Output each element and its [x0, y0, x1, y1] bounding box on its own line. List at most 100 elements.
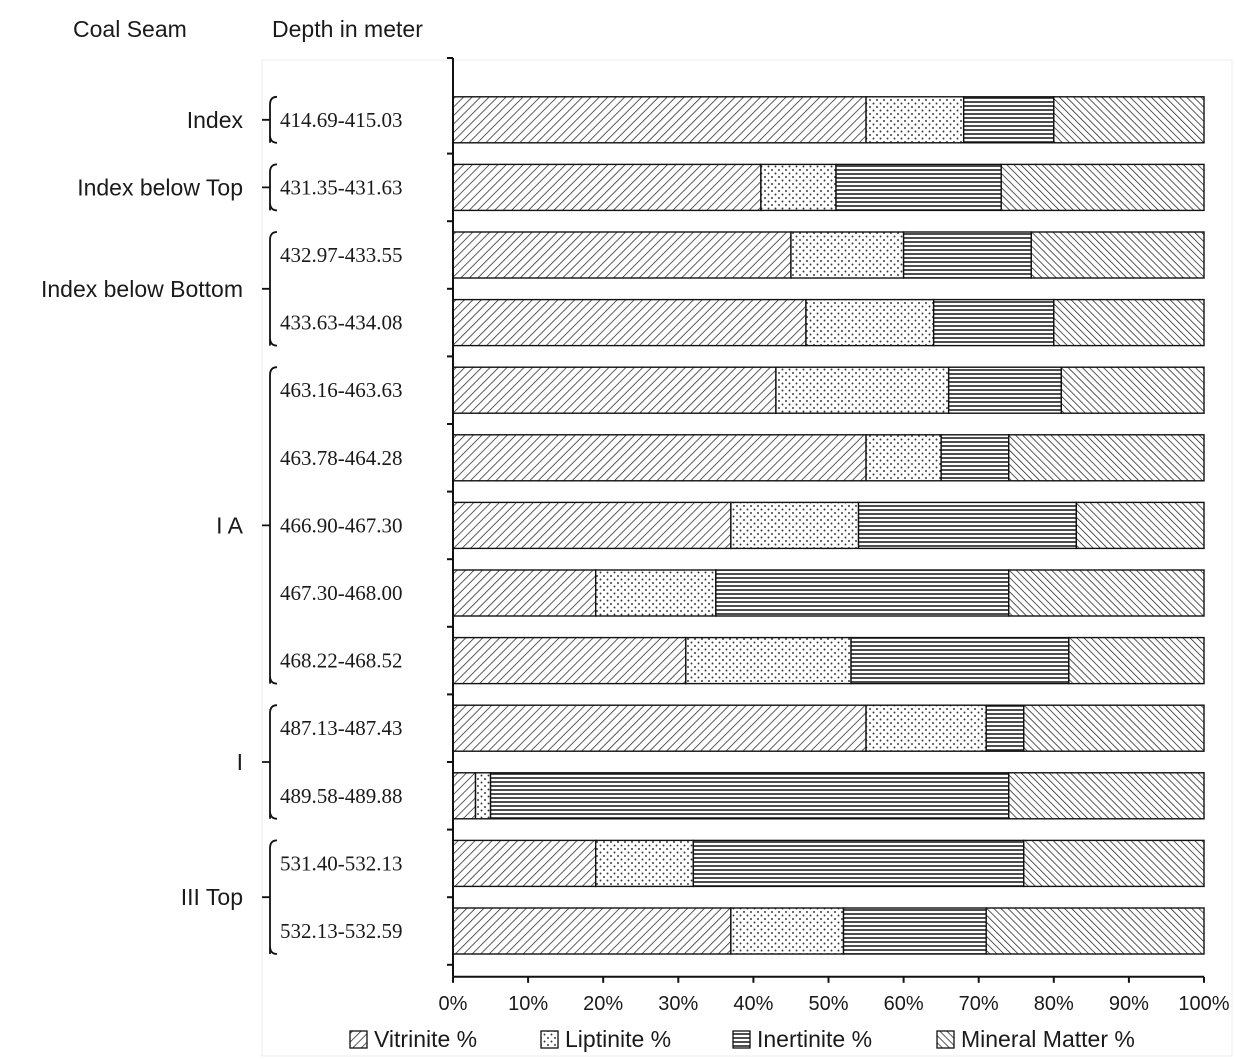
- bar-segment-3-row-7: [857, 501, 1078, 550]
- depth-label: 466.90-467.30: [280, 513, 403, 537]
- depth-label: 467.30-468.00: [280, 581, 403, 605]
- bar-segment-2-row-13: [730, 907, 845, 955]
- bar-segment-2-row-8: [594, 569, 717, 617]
- bar-segment-3-row-4: [932, 298, 1055, 347]
- axes-layer: 0% 10% 20% 30% 40% 50% 60% 70% 80% 90% 100%: [439, 57, 1230, 1015]
- bar-segment-4-row-1: [1053, 96, 1205, 144]
- depth-label: 432.97-433.55: [280, 243, 403, 267]
- legend-label: Liptinite %: [565, 1026, 671, 1052]
- bar-segment-2-row-11: [474, 772, 492, 820]
- x-tick-label: 30%: [658, 993, 698, 1015]
- bar-segment-3-row-3: [902, 231, 1032, 279]
- bar-segment-2-row-12: [594, 839, 695, 888]
- bar-segment-1-row-7: [452, 501, 732, 550]
- depth-label: 463.16-463.63: [280, 378, 403, 402]
- legend: Vitrinite % Liptinite % Inertinite % Minera…: [349, 1026, 1135, 1052]
- bar-segment-3-row-6: [940, 434, 1010, 482]
- legend-label: Vitrinite %: [374, 1026, 477, 1052]
- x-tick-label: 50%: [808, 993, 848, 1015]
- bar-segment-3-row-13: [842, 907, 987, 955]
- seam-bracket: [262, 163, 278, 212]
- bar-segment-1-row-6: [452, 434, 867, 482]
- bar-segment-3-row-12: [692, 839, 1025, 888]
- bar-segment-4-row-13: [985, 907, 1205, 955]
- seam-label: Index: [187, 107, 244, 133]
- bar-segment-4-row-5: [1060, 366, 1205, 414]
- bar-segment-3-row-1: [962, 96, 1055, 144]
- seam-label: I A: [216, 512, 244, 538]
- bar-segment-2-row-6: [865, 434, 942, 482]
- bar-segment-4-row-9: [1068, 636, 1205, 685]
- bar-segment-3-row-2: [835, 163, 1002, 212]
- seam-bracket: [262, 95, 278, 144]
- bar-segment-4-row-8: [1008, 569, 1205, 617]
- bar-segment-1-row-10: [452, 704, 867, 752]
- seam-bracket: [262, 366, 278, 685]
- seam-label: Index below Bottom: [41, 276, 243, 302]
- bar-segment-4-row-3: [1030, 231, 1205, 279]
- bar-segment-2-row-4: [805, 298, 935, 347]
- coal-seam-header: Coal Seam: [73, 16, 187, 42]
- legend-label: Mineral Matter %: [961, 1026, 1135, 1052]
- bar-segment-4-row-6: [1008, 434, 1205, 482]
- plot-area-frame: [261, 59, 1233, 1057]
- seam-bracket: [262, 704, 278, 820]
- depth-label: 532.13-532.59: [280, 919, 403, 943]
- bar-segment-3-row-8: [715, 569, 1010, 617]
- x-tick-label: 70%: [959, 993, 999, 1015]
- legend-label: Inertinite %: [757, 1026, 872, 1052]
- bar-segment-1-row-1: [452, 96, 867, 144]
- bar-segment-2-row-9: [685, 636, 852, 685]
- bar-segment-2-row-5: [775, 366, 950, 414]
- depth-label: 468.22-468.52: [280, 649, 403, 673]
- seam-labels: Index Index below Top Index below Bottom I …: [41, 95, 278, 955]
- bar-segment-4-row-4: [1053, 298, 1205, 347]
- seam-label: III Top: [181, 884, 243, 910]
- seam-bracket: [262, 231, 278, 347]
- bar-segment-1-row-3: [452, 231, 792, 279]
- depth-label: 487.13-487.43: [280, 716, 403, 740]
- depth-label: 414.69-415.03: [280, 108, 403, 132]
- bar-segment-2-row-10: [865, 704, 987, 752]
- bar-segment-1-row-12: [452, 839, 597, 888]
- bar-segment-2-row-1: [865, 96, 965, 144]
- seam-label: I: [237, 749, 243, 775]
- category-labels: 414.69-415.03 431.35-431.63 432.97-433.55 4…: [280, 108, 403, 943]
- bar-segment-1-row-11: [452, 772, 477, 820]
- depth-header: Depth in meter: [272, 16, 423, 42]
- bar-segment-1-row-8: [452, 569, 597, 617]
- x-tick-label: 60%: [884, 993, 924, 1015]
- seam-bracket: [262, 839, 278, 955]
- depth-label: 531.40-532.13: [280, 851, 403, 875]
- bar-segment-4-row-10: [1023, 704, 1205, 752]
- bar-segment-4-row-12: [1023, 839, 1205, 888]
- legend-swatch: [936, 1030, 955, 1049]
- bar-segment-3-row-5: [947, 366, 1063, 414]
- bar-segment-4-row-11: [1008, 772, 1205, 820]
- depth-label: 463.78-464.28: [280, 446, 403, 470]
- depth-label: 433.63-434.08: [280, 311, 403, 335]
- bar-segment-3-row-11: [489, 772, 1010, 820]
- bars-layer: [452, 96, 1205, 955]
- x-tick-label: 80%: [1034, 993, 1074, 1015]
- x-tick-label: 40%: [733, 993, 773, 1015]
- bar-segment-2-row-2: [760, 163, 837, 212]
- depth-label: 431.35-431.63: [280, 175, 403, 199]
- bar-segment-4-row-7: [1075, 501, 1205, 550]
- x-tick-label: 90%: [1109, 993, 1149, 1015]
- bar-segment-1-row-5: [452, 366, 777, 414]
- bar-segment-4-row-2: [1000, 163, 1205, 212]
- seam-label: Index below Top: [77, 174, 243, 200]
- bar-segment-1-row-4: [452, 298, 807, 347]
- legend-swatch: [540, 1030, 559, 1049]
- x-tick-label: 10%: [508, 993, 548, 1015]
- bar-segment-3-row-10: [985, 704, 1025, 752]
- x-tick-label: 20%: [583, 993, 623, 1015]
- legend-swatch: [732, 1030, 751, 1049]
- x-tick-label: 100%: [1178, 993, 1229, 1015]
- bar-segment-1-row-13: [452, 907, 732, 955]
- bar-segment-1-row-9: [452, 636, 687, 685]
- depth-label: 489.58-489.88: [280, 784, 403, 808]
- bar-segment-2-row-7: [730, 501, 860, 550]
